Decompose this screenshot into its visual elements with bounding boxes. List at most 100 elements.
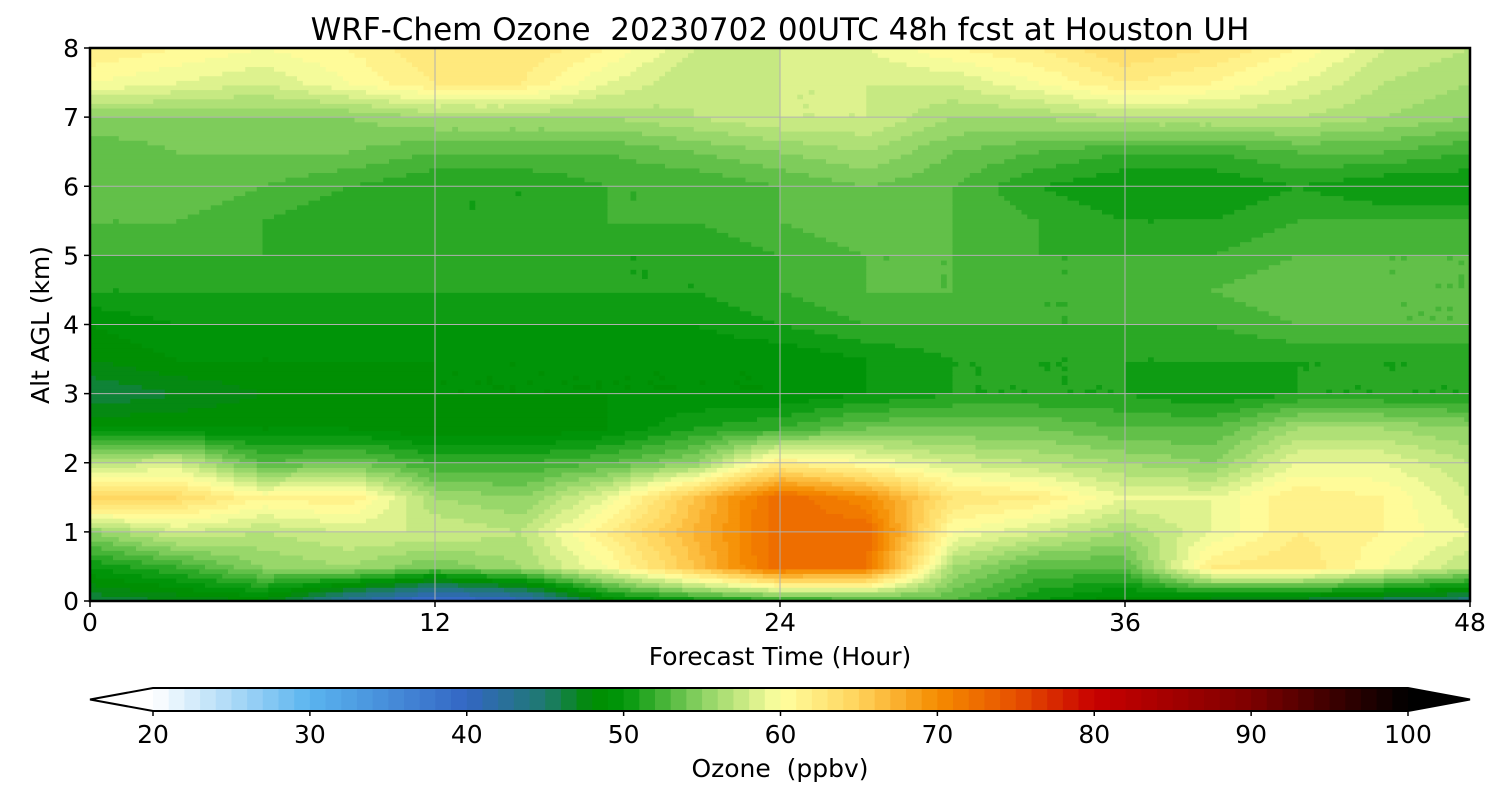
contour-cell <box>366 518 407 524</box>
contour-cell <box>147 596 229 601</box>
contour-cell <box>1240 508 1270 515</box>
contour-cell <box>929 541 942 547</box>
contour-cell <box>578 375 626 381</box>
contour-cell <box>1389 462 1431 468</box>
contour-cell <box>366 481 384 487</box>
contour-cell <box>958 545 994 551</box>
colorbar-swatch <box>811 688 829 711</box>
contour-cell <box>1050 518 1092 524</box>
contour-cell <box>711 536 724 542</box>
contour-cell <box>1435 545 1470 551</box>
contour-cell <box>935 121 1161 127</box>
contour-cell <box>906 568 913 574</box>
contour-cell <box>1447 283 1454 289</box>
contour-cell <box>262 425 269 432</box>
contour-cell <box>331 582 367 588</box>
contour-cell <box>665 375 747 381</box>
contour-cell <box>728 508 741 515</box>
contour-cell <box>693 495 706 501</box>
contour-cell <box>636 269 643 275</box>
contour-cell <box>1401 545 1437 551</box>
contour-cell <box>705 292 793 298</box>
contour-cell <box>561 564 586 570</box>
contour-cell <box>941 568 954 574</box>
contour-cell <box>417 107 551 114</box>
contour-cell <box>567 545 586 551</box>
contour-cell <box>596 379 603 386</box>
contour-cell <box>1240 425 1270 432</box>
contour-cell <box>952 213 1028 220</box>
contour-cell <box>739 476 752 482</box>
contour-cell <box>90 384 143 390</box>
contour-cell <box>130 338 770 344</box>
contour-cell <box>906 541 913 547</box>
contour-cell <box>544 591 557 597</box>
contour-cell <box>423 504 482 510</box>
contour-cell <box>1102 467 1189 473</box>
contour-cell <box>636 66 672 72</box>
contour-cell <box>538 554 557 561</box>
contour-cell <box>222 84 281 91</box>
contour-cell <box>659 370 741 376</box>
contour-cell <box>728 495 747 501</box>
contour-cell <box>245 190 333 197</box>
contour-cell <box>872 559 879 565</box>
contour-cell <box>383 177 586 183</box>
contour-cell <box>205 439 246 445</box>
contour-cell <box>716 508 729 515</box>
contour-cell <box>826 306 1258 312</box>
contour-cell <box>975 444 1092 450</box>
contour-cell <box>1171 412 1218 418</box>
contour-cell <box>1067 301 1247 307</box>
y-tick-label: 8 <box>63 34 79 63</box>
contour-cell <box>1429 485 1465 491</box>
colorbar-swatch <box>906 688 923 711</box>
contour-cell <box>952 287 1212 293</box>
contour-cell <box>567 485 597 491</box>
contour-cell <box>274 48 350 54</box>
contour-cell <box>854 490 879 496</box>
contour-cell <box>929 536 936 542</box>
contour-cell <box>981 370 1126 376</box>
contour-cell <box>952 264 1270 270</box>
contour-cell <box>400 140 626 146</box>
contour-cell <box>90 153 413 160</box>
contour-cell <box>647 273 781 280</box>
contour-cell <box>1234 531 1264 538</box>
contour-cell <box>1383 568 1414 574</box>
contour-cell <box>1355 564 1385 570</box>
contour-cell <box>929 485 948 491</box>
contour-cell <box>256 448 304 455</box>
contour-cell <box>762 591 902 597</box>
contour-cell <box>808 89 816 95</box>
contour-cell <box>676 564 695 570</box>
contour-cell <box>866 568 873 574</box>
contour-cell <box>1257 306 1437 312</box>
contour-cell <box>975 453 1074 459</box>
contour-cell <box>923 167 982 174</box>
contour-cell <box>659 52 689 58</box>
colorbar-swatch <box>1031 688 1048 711</box>
contour-cell <box>590 52 626 58</box>
contour-cell <box>1038 227 1276 233</box>
colorbar-swatch <box>1015 688 1033 711</box>
contour-cell <box>1073 94 1241 100</box>
contour-cell <box>693 149 781 155</box>
contour-cell <box>1418 476 1454 482</box>
contour-cell <box>1130 568 1143 574</box>
contour-cell <box>262 246 764 252</box>
contour-cell <box>1360 550 1396 556</box>
colorbar-swatch <box>1078 688 1095 711</box>
contour-cell <box>705 453 724 459</box>
contour-cell <box>406 527 511 533</box>
contour-cell <box>952 379 1063 386</box>
contour-cell <box>90 559 103 565</box>
colorbar: 20 30 40 50 60 70 80 90 100 <box>89 687 1471 749</box>
contour-cell <box>291 471 367 478</box>
contour-cell <box>613 379 620 386</box>
contour-cell <box>935 554 942 561</box>
contour-cell <box>1401 485 1431 491</box>
contour-cell <box>1199 536 1224 542</box>
contour-cell <box>274 531 517 538</box>
contour-cell <box>711 490 724 496</box>
